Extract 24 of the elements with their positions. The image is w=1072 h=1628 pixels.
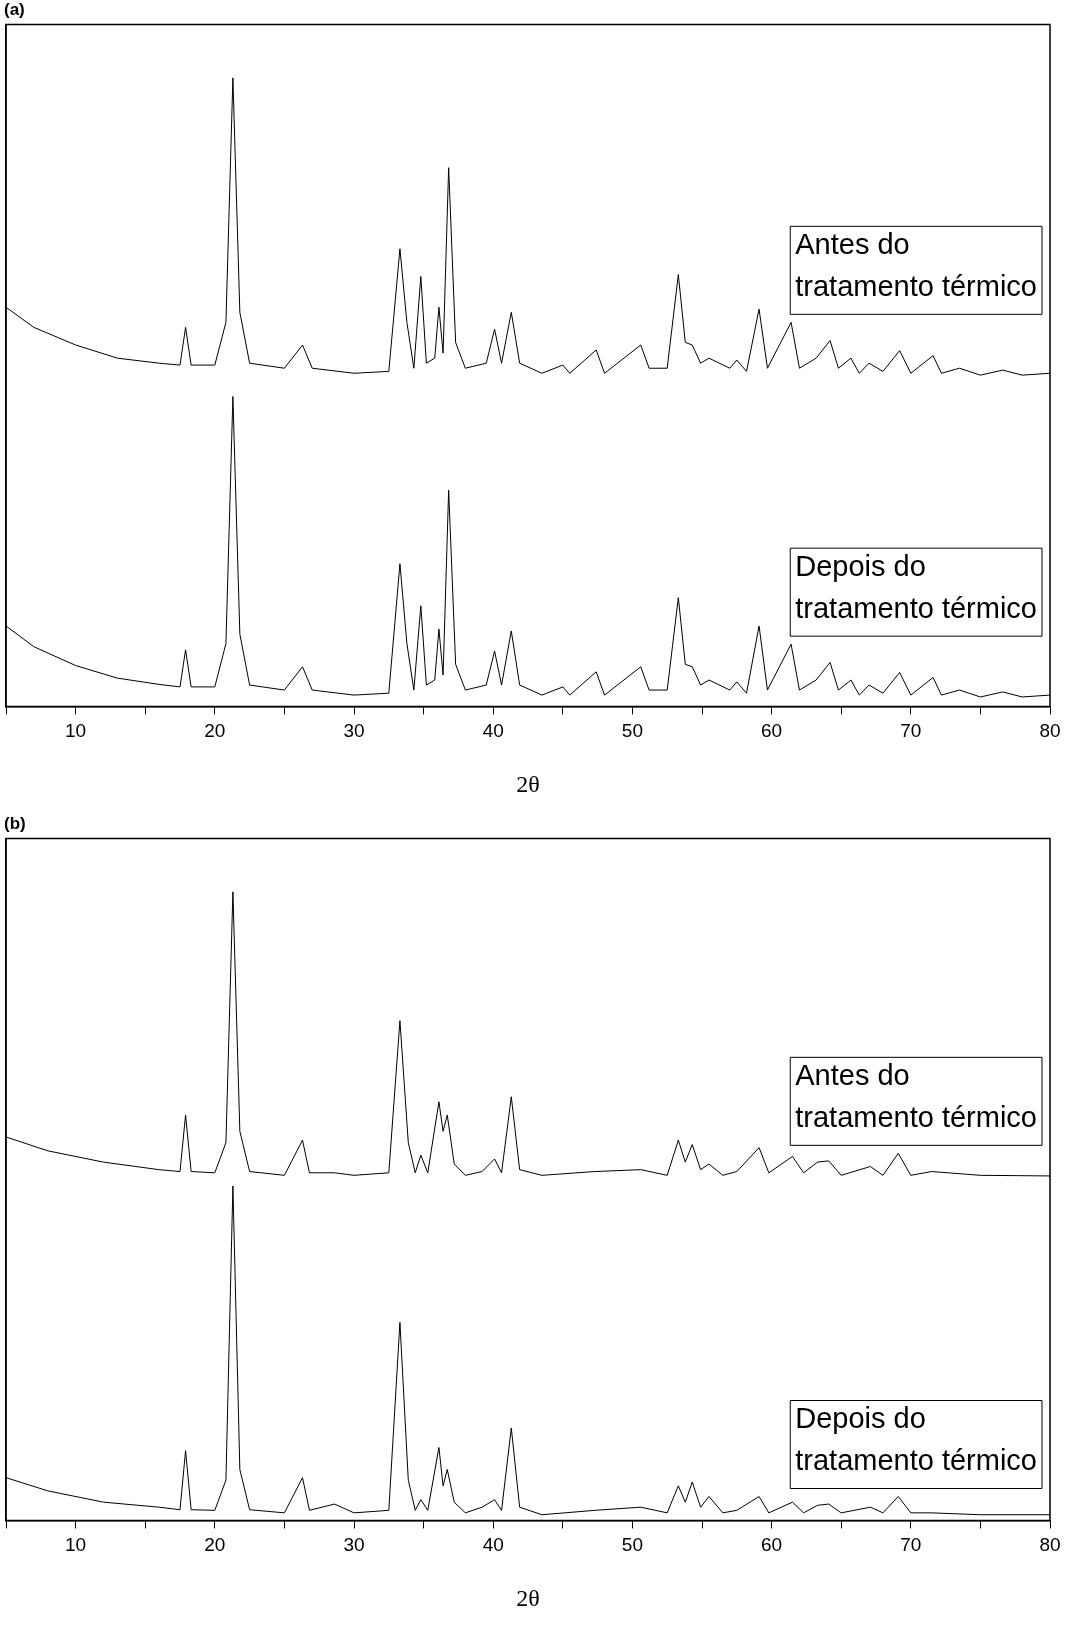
x-tick-label: 70 bbox=[900, 1534, 922, 1556]
x-tick-label: 80 bbox=[1039, 720, 1061, 742]
series-label: Depois do tratamento térmico bbox=[795, 1402, 1038, 1477]
x-tick-label: 80 bbox=[1039, 1534, 1061, 1556]
x-tick-label: 20 bbox=[204, 720, 226, 742]
x-tick-label: 20 bbox=[204, 1534, 226, 1556]
x-tick-label: 10 bbox=[65, 720, 87, 742]
x-tick-label: 50 bbox=[621, 720, 643, 742]
x-tick-label: 60 bbox=[761, 720, 783, 742]
x-tick-label: 40 bbox=[482, 720, 504, 742]
chart-title: (a) bbox=[4, 0, 25, 19]
x-tick-label: 60 bbox=[761, 1534, 783, 1556]
chart-title: (b) bbox=[4, 813, 26, 833]
x-tick-label: 70 bbox=[900, 720, 922, 742]
x-axis-title: 2θ bbox=[516, 770, 540, 797]
x-tick-label: 50 bbox=[621, 1534, 643, 1556]
series-label: Depois do tratamento térmico bbox=[795, 549, 1038, 624]
x-tick-label: 10 bbox=[65, 1534, 87, 1556]
series-label: Antes do tratamento térmico bbox=[795, 1058, 1038, 1133]
x-axis-title: 2θ bbox=[516, 1584, 540, 1611]
x-tick-label: 30 bbox=[343, 720, 365, 742]
x-tick-label: 30 bbox=[343, 1534, 365, 1556]
series-label: Antes do tratamento térmico bbox=[795, 227, 1038, 302]
x-tick-label: 40 bbox=[482, 1534, 504, 1556]
